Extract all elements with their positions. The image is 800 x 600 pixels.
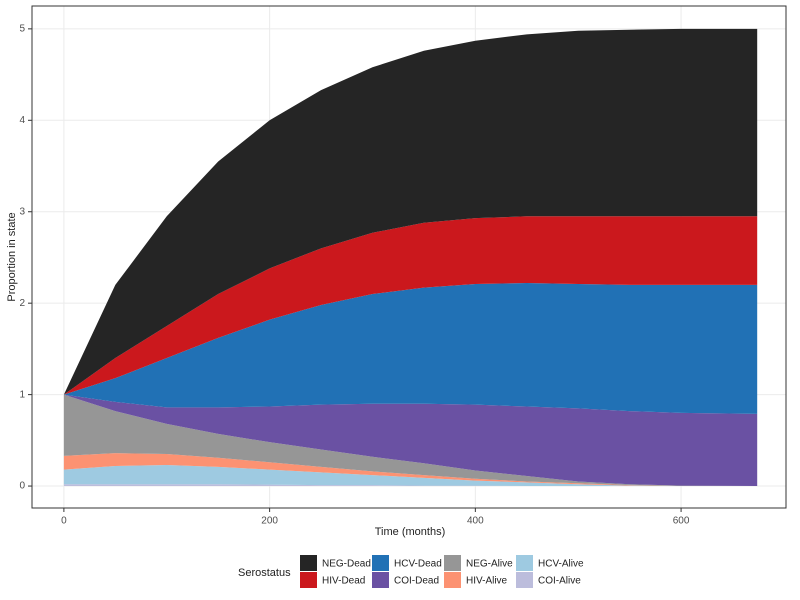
y-axis-label: Proportion in state <box>6 212 18 301</box>
y-tick-label: 4 <box>19 115 25 126</box>
areas <box>63 28 758 487</box>
area <box>63 484 758 487</box>
legend-label: HIV-Alive <box>466 576 508 587</box>
y-tick-label: 3 <box>19 206 25 217</box>
panel-border <box>31 5 787 509</box>
legend-label: HCV-Dead <box>394 559 442 570</box>
area <box>63 394 758 487</box>
legend-label: HCV-Alive <box>538 559 584 570</box>
legend-key <box>300 555 317 571</box>
legend-key <box>444 555 461 571</box>
area <box>63 216 758 395</box>
x-tick-label: 200 <box>261 516 278 527</box>
x-axis-label: Time (months) <box>375 526 446 538</box>
x-tick-label: 0 <box>61 516 67 527</box>
legend-label: NEG-Dead <box>322 559 371 570</box>
legend-key <box>516 572 533 588</box>
legend-title: Serostatus <box>238 567 291 579</box>
legend-key <box>372 572 389 588</box>
area <box>63 28 758 395</box>
legend-label: COI-Dead <box>394 576 439 587</box>
y-tick-label: 0 <box>19 481 25 492</box>
legend-key <box>516 555 533 571</box>
axes: 0 200 400 600 0 1 2 3 4 5 <box>19 24 689 527</box>
y-tick-label: 1 <box>19 389 25 400</box>
legend: NEG-Dead HIV-Dead HCV-Dead COI-Dead NEG-Aliv… <box>300 555 584 588</box>
area <box>63 283 758 414</box>
legend-label: NEG-Alive <box>466 559 513 570</box>
legend-label: COI-Alive <box>538 576 581 587</box>
legend-key <box>372 555 389 571</box>
legend-key <box>300 572 317 588</box>
legend-key <box>444 572 461 588</box>
x-tick-label: 400 <box>467 516 484 527</box>
legend-label: HIV-Dead <box>322 576 365 587</box>
area <box>63 453 758 487</box>
area <box>63 465 758 487</box>
x-tick-label: 600 <box>673 516 690 527</box>
area <box>63 394 758 487</box>
y-tick-label: 5 <box>19 24 25 35</box>
y-tick-label: 2 <box>19 298 25 309</box>
